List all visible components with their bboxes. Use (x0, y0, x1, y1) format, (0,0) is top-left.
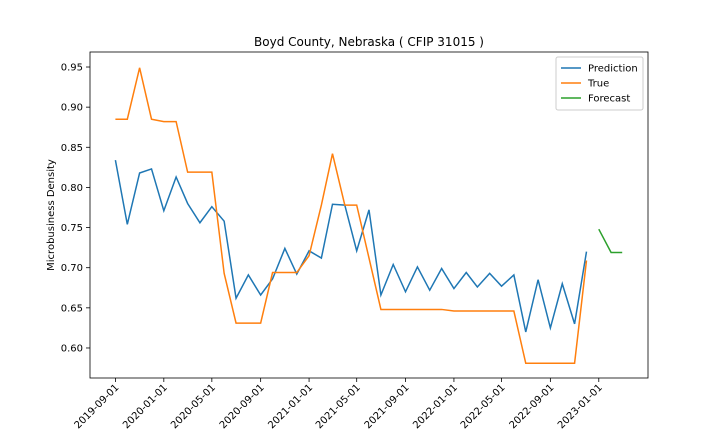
legend: Prediction True Forecast (555, 56, 644, 111)
legend-label: Forecast (588, 94, 630, 105)
legend-label: True (587, 79, 609, 90)
y-tick-label: 0.70 (61, 263, 83, 274)
y-tick-label: 0.65 (61, 303, 83, 314)
series-line (115, 67, 588, 364)
y-tick-label: 0.75 (61, 223, 83, 234)
legend-box (555, 56, 644, 111)
y-tick-label: 0.80 (61, 183, 83, 194)
y-tick-label: 0.95 (61, 63, 83, 74)
plot-frame (89, 51, 649, 379)
y-tick-label: 0.90 (61, 103, 83, 114)
series-line (598, 228, 623, 254)
y-tick-label: 0.60 (61, 343, 83, 354)
legend-label: Prediction (588, 64, 638, 75)
series-line (114, 159, 588, 333)
y-tick-label: 0.85 (61, 143, 83, 154)
y-axis-label: Microbusiness Density (46, 159, 57, 271)
chart-title: Boyd County, Nebraska ( CFIP 31015 ) (254, 35, 484, 49)
